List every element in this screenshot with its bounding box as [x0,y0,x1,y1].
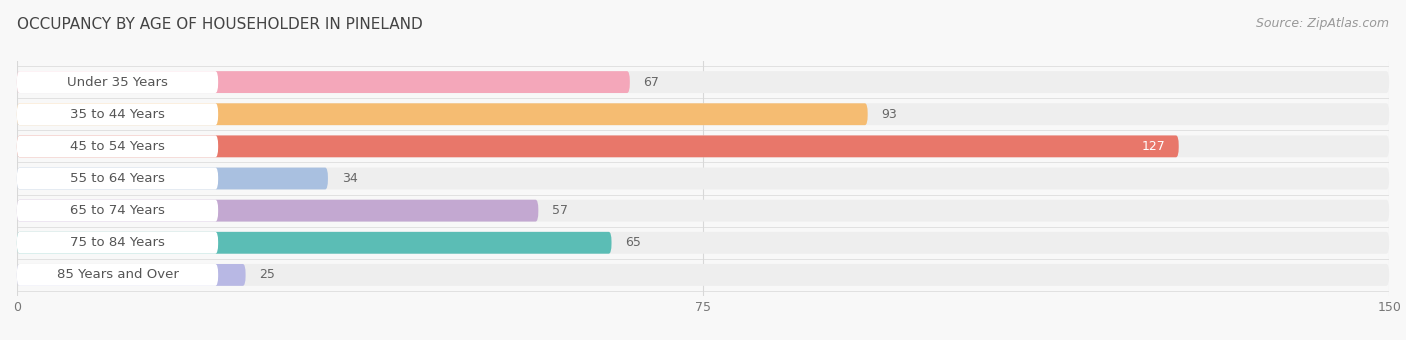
FancyBboxPatch shape [17,264,246,286]
FancyBboxPatch shape [17,232,218,254]
Text: 93: 93 [882,108,897,121]
FancyBboxPatch shape [17,103,1389,125]
Text: 35 to 44 Years: 35 to 44 Years [70,108,165,121]
Text: Under 35 Years: Under 35 Years [67,75,167,89]
FancyBboxPatch shape [17,264,218,286]
Text: OCCUPANCY BY AGE OF HOUSEHOLDER IN PINELAND: OCCUPANCY BY AGE OF HOUSEHOLDER IN PINEL… [17,17,423,32]
FancyBboxPatch shape [17,135,1389,157]
Text: 127: 127 [1142,140,1166,153]
FancyBboxPatch shape [17,71,630,93]
FancyBboxPatch shape [17,71,1389,93]
FancyBboxPatch shape [17,135,218,157]
FancyBboxPatch shape [17,168,1389,189]
FancyBboxPatch shape [17,135,1178,157]
FancyBboxPatch shape [17,232,612,254]
FancyBboxPatch shape [17,200,218,222]
FancyBboxPatch shape [17,103,868,125]
Text: Source: ZipAtlas.com: Source: ZipAtlas.com [1256,17,1389,30]
Text: 85 Years and Over: 85 Years and Over [56,268,179,282]
Text: 65 to 74 Years: 65 to 74 Years [70,204,165,217]
Text: 55 to 64 Years: 55 to 64 Years [70,172,165,185]
FancyBboxPatch shape [17,264,1389,286]
Text: 57: 57 [553,204,568,217]
Text: 45 to 54 Years: 45 to 54 Years [70,140,165,153]
FancyBboxPatch shape [17,232,1389,254]
FancyBboxPatch shape [17,71,218,93]
Text: 75 to 84 Years: 75 to 84 Years [70,236,165,249]
FancyBboxPatch shape [17,200,1389,222]
Text: 25: 25 [259,268,276,282]
Text: 34: 34 [342,172,357,185]
FancyBboxPatch shape [17,103,218,125]
FancyBboxPatch shape [17,200,538,222]
Text: 65: 65 [626,236,641,249]
FancyBboxPatch shape [17,168,218,189]
Text: 67: 67 [644,75,659,89]
FancyBboxPatch shape [17,168,328,189]
